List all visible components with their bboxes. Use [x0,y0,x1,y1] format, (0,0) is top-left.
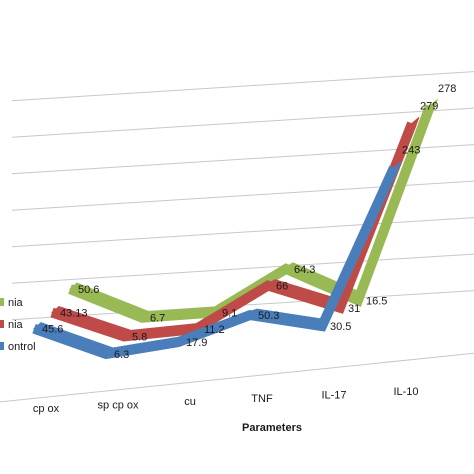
data-label: 50.3 [258,310,279,322]
gridline [11,144,474,175]
data-label: 278 [438,83,456,95]
data-label: 6.7 [150,313,165,325]
data-label: 9.1 [222,308,237,320]
data-label: 30.5 [330,321,351,333]
data-label: 66 [276,281,288,293]
legend-swatch [0,298,4,306]
legend-entry: nia [8,297,24,309]
data-label: 6.3 [114,349,129,361]
legend-entry: nia [8,319,24,331]
data-label: 45.6 [42,324,63,336]
data-label: 11.2 [204,324,225,336]
category-tick-labels: cp ox sp cp ox cu TNF IL-17 IL-10 [33,386,419,415]
series-line [50,121,417,342]
data-label: 17.9 [186,337,207,349]
data-label: 43.13 [60,308,88,320]
category-tick-label: IL-17 [321,389,346,401]
data-label: 31 [348,303,360,315]
category-tick-label: TNF [251,393,273,405]
data-label: 50.6 [78,284,99,296]
data-label: 16.5 [366,295,387,307]
data-label: 5.8 [132,331,147,343]
gridline [11,253,474,284]
series-line [32,165,399,360]
gridline [11,217,474,248]
data-label: 243 [402,145,420,157]
category-tick-label: sp cp ox [98,400,139,412]
category-tick-label: IL-10 [393,386,418,398]
gridlines [0,71,474,403]
series-legend: ontrol nia nia [0,297,36,353]
legend-swatch [0,342,4,350]
data-labels: 50.6 6.7 9.1 64.3 16.5 278 43.13 5.8 11.2 66 31 279… [42,83,456,361]
series-ribbons [32,98,439,360]
gridline [11,107,474,138]
legend-entry: ontrol [8,341,36,353]
data-label: 64.3 [294,264,315,276]
floor-edge [0,352,474,403]
data-label: 279 [420,100,438,112]
gridline [11,71,474,102]
gridline [11,180,474,211]
category-tick-label: cp ox [33,403,60,415]
x-axis-title: Parameters [242,422,302,434]
legend-swatch [0,320,4,328]
gridline [11,290,474,321]
category-tick-label: cu [184,396,196,408]
